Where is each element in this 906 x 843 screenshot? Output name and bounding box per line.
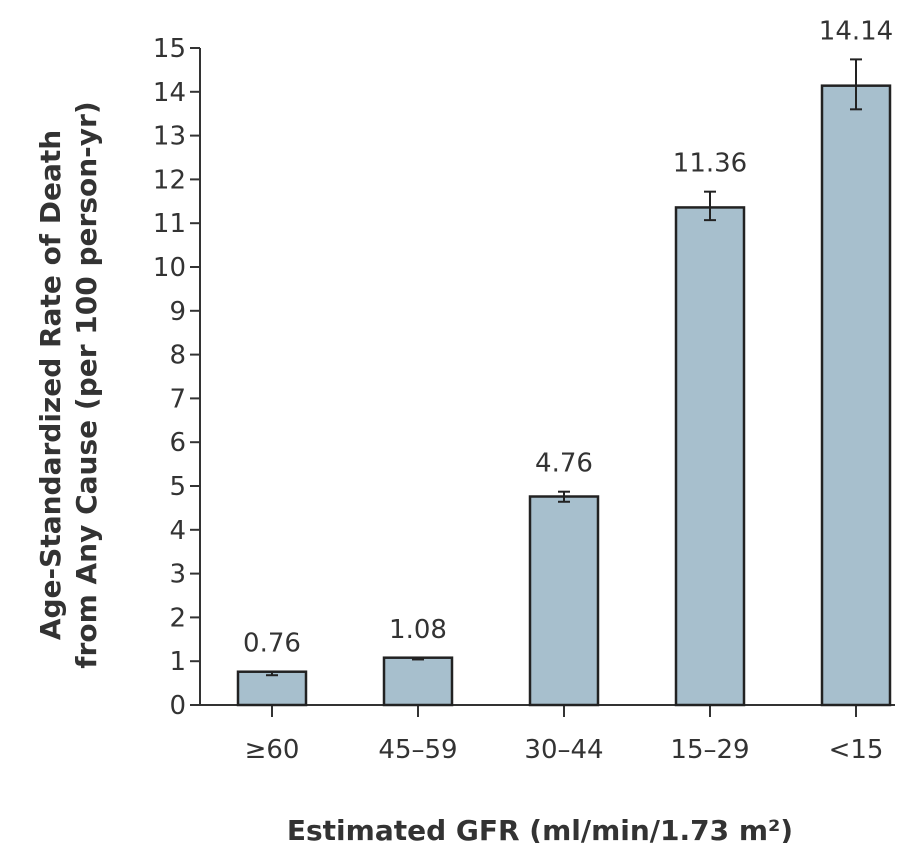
x-tick-label: <15 [829, 735, 884, 765]
y-tick-label: 7 [169, 384, 186, 414]
y-axis-title-line2: from Any Cause (per 100 person-yr) [70, 101, 103, 668]
y-tick-label: 1 [169, 647, 186, 677]
x-tick-label: 15–29 [670, 735, 749, 765]
y-tick-label: 14 [153, 78, 186, 108]
y-tick-label: 13 [153, 122, 186, 152]
x-tick-labels: ≥60 45–59 30–44 15–29 <15 [245, 735, 884, 765]
value-label: 4.76 [535, 449, 593, 479]
y-axis-title-line1: Age-Standardized Rate of Death [34, 130, 67, 640]
y-tick-label: 11 [153, 209, 186, 239]
y-tick-label: 6 [169, 428, 186, 458]
x-axis-title: Estimated GFR (ml/min/1.73 m²) [287, 814, 793, 843]
y-tick-label: 2 [169, 603, 186, 633]
value-label: 0.76 [243, 629, 301, 659]
x-tick-label: 30–44 [524, 735, 603, 765]
y-tick-label: 8 [169, 341, 186, 371]
bar [382, 656, 454, 707]
y-tick-label: 5 [169, 472, 186, 502]
error-bars [266, 58, 862, 677]
value-label: 1.08 [389, 615, 447, 645]
bars [236, 84, 892, 707]
value-label: 14.14 [819, 16, 893, 46]
y-tick-label: 9 [169, 297, 186, 327]
y-tick-label: 12 [153, 165, 186, 195]
bar [820, 84, 892, 707]
y-tick-label: 10 [153, 253, 186, 283]
bar [528, 495, 600, 707]
y-tick-label: 4 [169, 516, 186, 546]
y-axis-title: Age-Standardized Rate of Death from Any … [34, 101, 103, 668]
y-tick-label: 0 [169, 691, 186, 721]
value-labels: 0.76 1.08 4.76 11.36 14.14 [243, 16, 893, 658]
x-tick-label: 45–59 [378, 735, 457, 765]
y-tick-label: 3 [169, 560, 186, 590]
y-tick-label: 15 [153, 34, 186, 64]
x-tick-label: ≥60 [245, 735, 300, 765]
bar [674, 206, 746, 707]
value-label: 11.36 [673, 149, 747, 179]
bar [236, 670, 308, 707]
